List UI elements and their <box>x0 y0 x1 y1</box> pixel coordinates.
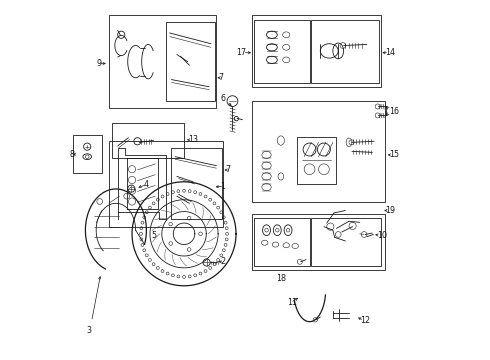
Bar <box>166 22 215 101</box>
Bar <box>172 148 221 220</box>
Text: 16: 16 <box>389 107 399 116</box>
Text: 7: 7 <box>225 166 230 175</box>
Text: 13: 13 <box>188 135 198 144</box>
Text: 12: 12 <box>361 316 370 325</box>
Text: 15: 15 <box>389 150 399 159</box>
Text: 10: 10 <box>377 231 387 240</box>
Bar <box>109 15 216 108</box>
Bar <box>109 140 223 226</box>
Text: 7: 7 <box>219 73 224 82</box>
Text: 6: 6 <box>220 94 225 103</box>
Bar <box>254 218 310 266</box>
Bar <box>252 101 385 202</box>
Text: 4: 4 <box>144 180 148 189</box>
Bar <box>311 21 379 83</box>
Text: 19: 19 <box>386 206 396 215</box>
Text: 2: 2 <box>220 257 226 266</box>
Bar <box>112 123 184 158</box>
Text: 3: 3 <box>87 326 92 335</box>
Bar <box>73 135 101 173</box>
Text: 8: 8 <box>70 150 75 159</box>
Text: 5: 5 <box>151 231 156 240</box>
Bar <box>252 15 381 87</box>
Text: 11: 11 <box>287 298 297 307</box>
Bar <box>297 137 337 184</box>
Bar <box>254 21 310 83</box>
Bar <box>252 214 385 270</box>
Text: 1: 1 <box>220 181 225 190</box>
Text: 17: 17 <box>236 48 246 57</box>
Text: 9: 9 <box>97 59 101 68</box>
Text: 14: 14 <box>386 48 395 57</box>
Text: 18: 18 <box>276 274 286 283</box>
Bar <box>311 218 381 266</box>
